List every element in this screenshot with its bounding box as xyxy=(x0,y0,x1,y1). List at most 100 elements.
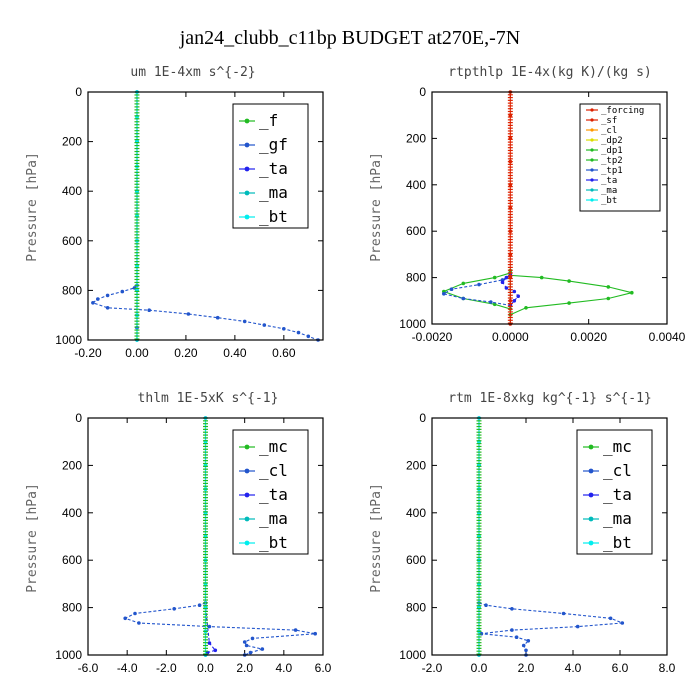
legend-label: _gf xyxy=(259,135,288,154)
x-tick-label: 0.0020 xyxy=(570,330,607,344)
y-tick-label: 800 xyxy=(62,601,82,615)
x-tick-label: 6.0 xyxy=(612,661,629,675)
data-point xyxy=(561,611,566,616)
legend-marker xyxy=(244,444,250,450)
y-axis-label: Pressure [hPa] xyxy=(25,483,40,593)
legend-item: _ma xyxy=(239,509,288,528)
legend-item: _ma xyxy=(239,183,288,202)
x-tick-label: 0.0000 xyxy=(492,330,529,344)
data-point xyxy=(207,624,212,629)
legend-item: _bt xyxy=(583,533,632,552)
y-tick-label: 600 xyxy=(62,234,82,248)
x-tick-label: -6.0 xyxy=(78,661,99,675)
legend-item: _cl xyxy=(583,461,632,480)
data-point xyxy=(296,330,301,335)
data-point xyxy=(215,315,220,320)
data-point xyxy=(250,636,255,641)
legend-item: _tp1 xyxy=(586,166,623,176)
data-point xyxy=(514,635,519,639)
data-point xyxy=(172,607,176,611)
legend-label: _mc xyxy=(259,437,288,456)
legend-item: _bt xyxy=(586,196,617,206)
legend-marker xyxy=(244,190,250,196)
legend: _f _gf _ta _ma _bt xyxy=(232,103,309,229)
legend-box xyxy=(232,103,309,229)
zero-line-markers xyxy=(476,417,482,655)
legend-label: _cl xyxy=(601,126,617,136)
data-point xyxy=(186,312,191,316)
data-point xyxy=(461,296,466,301)
y-tick-label: 800 xyxy=(406,601,426,615)
data-point xyxy=(512,299,517,303)
data-point xyxy=(282,327,286,331)
zero-line-markers xyxy=(134,91,140,340)
legend-item: _ta xyxy=(583,485,632,504)
series-line-cl xyxy=(478,602,623,655)
y-tick-label: 400 xyxy=(406,178,426,192)
legend-marker xyxy=(244,540,250,546)
legend-marker xyxy=(590,148,594,152)
data-point xyxy=(293,628,298,632)
data-point xyxy=(449,287,454,291)
legend-marker xyxy=(588,516,594,522)
legend-label: _ma xyxy=(603,509,632,528)
data-point xyxy=(489,300,493,304)
data-point xyxy=(120,289,125,294)
plot-frame xyxy=(87,91,324,341)
data-point xyxy=(510,628,514,632)
zero-line-markers xyxy=(203,417,208,655)
y-tick-label: 800 xyxy=(62,283,82,297)
legend-label: _ma xyxy=(259,509,288,528)
legend-marker xyxy=(244,166,250,172)
legend-marker xyxy=(590,198,594,202)
legend-label: _ma xyxy=(259,183,288,202)
data-point xyxy=(500,280,505,284)
x-tick-label: 0.20 xyxy=(174,346,198,360)
data-point xyxy=(133,611,137,616)
panel-title: rtpthlp 1E-4x(kg K)/(kg s) xyxy=(448,65,652,80)
legend-item: _ta xyxy=(586,176,617,186)
data-point xyxy=(539,275,544,280)
x-tick-label: 4.0 xyxy=(275,661,292,675)
data-point xyxy=(197,603,202,607)
x-tick-label: -2.0 xyxy=(156,661,177,675)
data-point xyxy=(492,275,497,280)
y-axis-label: Pressure [hPa] xyxy=(369,152,384,262)
y-tick-label: 1000 xyxy=(399,317,426,331)
legend-label: _cl xyxy=(259,461,288,480)
legend-label: _f xyxy=(259,111,278,130)
x-tick-label: -4.0 xyxy=(117,661,138,675)
data-point xyxy=(484,603,488,607)
y-tick-label: 400 xyxy=(62,184,82,198)
legend-marker xyxy=(590,168,594,172)
legend-marker xyxy=(244,492,250,498)
legend-label: _dp1 xyxy=(601,146,623,156)
legend-box xyxy=(576,429,653,555)
data-point xyxy=(306,334,311,339)
legend-label: _ta xyxy=(601,176,617,186)
data-point xyxy=(477,282,481,287)
legend: _forcing_sf_cl_dp2_dp1_tp2_tp1_ta_ma_bt xyxy=(579,103,661,212)
panel-rtpthlp: rtpthlp 1E-4x(kg K)/(kg s) Pressure [hPa… xyxy=(369,65,686,344)
data-point xyxy=(504,275,509,280)
legend-marker xyxy=(244,516,250,522)
series-line-cl xyxy=(123,602,316,656)
y-tick-label: 400 xyxy=(62,506,82,520)
y-tick-label: 1000 xyxy=(399,648,426,662)
legend-marker xyxy=(244,468,250,474)
y-tick-label: 0 xyxy=(75,85,82,99)
y-tick-label: 200 xyxy=(406,458,426,472)
x-tick-label: 2.0 xyxy=(236,661,253,675)
legend-marker xyxy=(244,214,250,220)
plot-frame xyxy=(87,417,324,656)
legend-marker xyxy=(244,118,250,124)
legend-item: _tp2 xyxy=(586,156,623,166)
data-point xyxy=(105,293,110,298)
legend-marker xyxy=(590,128,594,132)
data-point xyxy=(213,648,218,653)
legend-box xyxy=(232,429,309,555)
legend-label: _ma xyxy=(601,186,617,196)
legend-item: _gf xyxy=(239,135,288,154)
panel-rtm: rtm 1E-8xkg kg^{-1} s^{-1} Pressure [hPa… xyxy=(369,391,676,675)
